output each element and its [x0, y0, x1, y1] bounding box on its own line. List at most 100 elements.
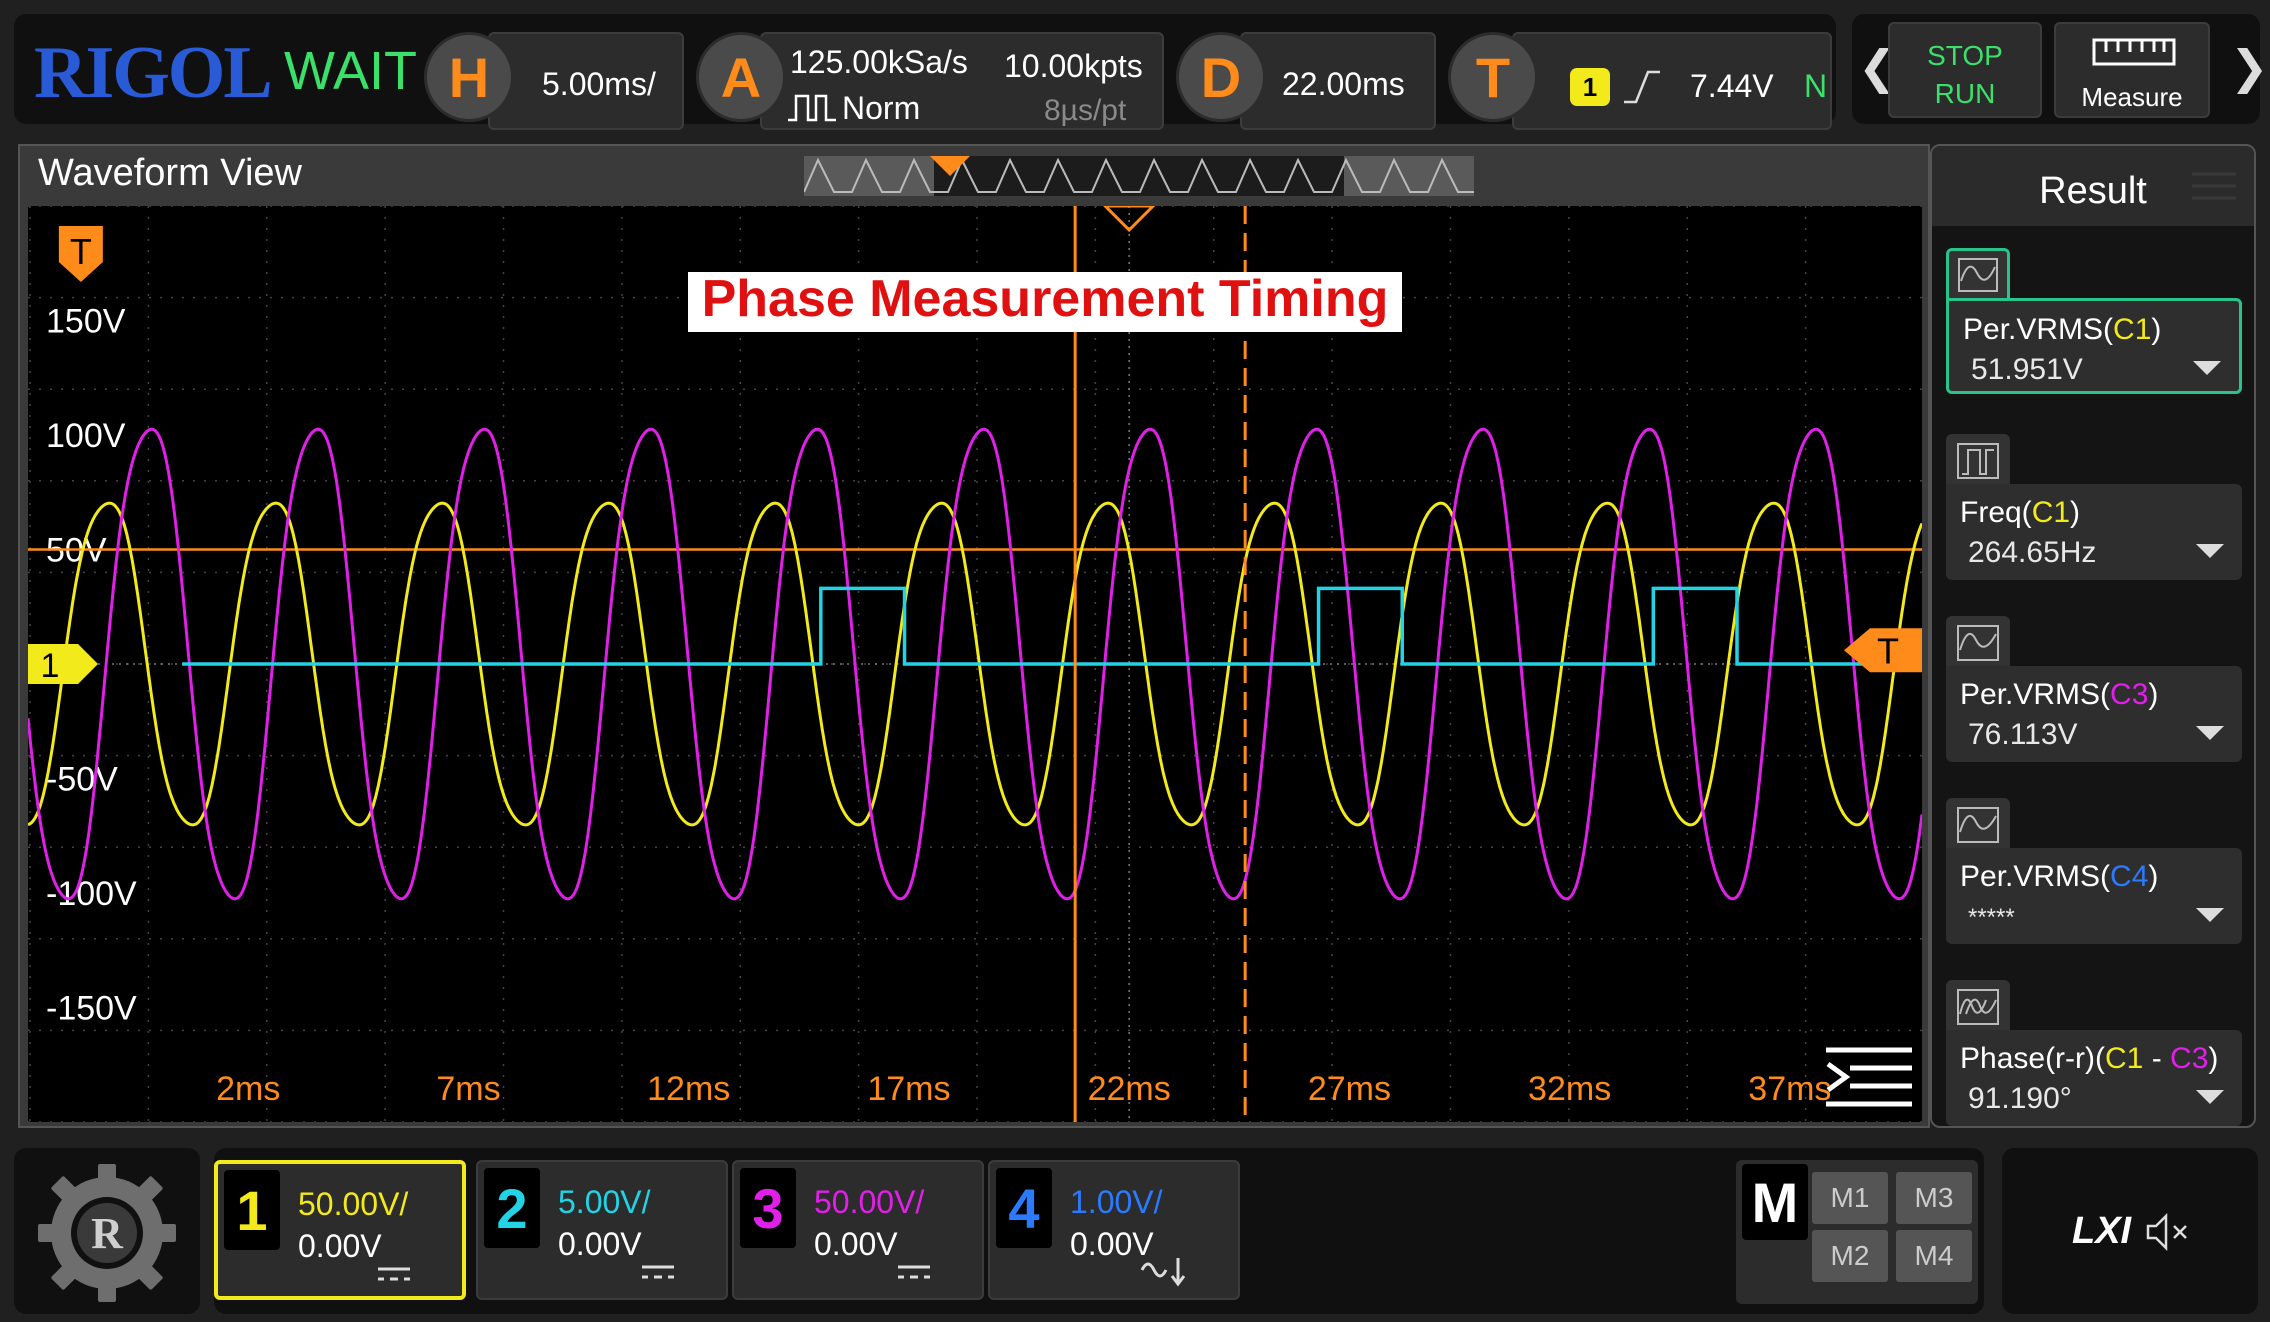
overlay-title-background [688, 272, 1402, 332]
delay-marker-icon [1103, 206, 1156, 233]
chevron-right-icon[interactable]: ❯ [2230, 41, 2269, 93]
acquisition-status: WAIT [284, 41, 417, 101]
speaker-muted-icon[interactable] [2144, 1212, 2194, 1252]
memory-depth: 10.00kpts [1004, 48, 1143, 84]
lxi-logo: LXI [2072, 1210, 2132, 1252]
result-item-vrms-c3[interactable]: Per.VRMS(C3) 76.113V [1946, 666, 2242, 762]
navigator-trigger-marker [930, 156, 970, 176]
result-2-label: Freq(C1) [1960, 496, 2081, 529]
acquire-menu-icon[interactable]: A [696, 32, 786, 122]
trace-c3 [28, 427, 1922, 901]
rising-edge-icon [1624, 70, 1660, 104]
delay-menu-icon[interactable]: D [1176, 32, 1266, 122]
run-label: RUN [1934, 78, 1996, 109]
overlay-title: Phase Measurement Timing [702, 270, 1389, 328]
home-button[interactable]: R [14, 1148, 200, 1314]
menu-lines-icon[interactable] [2190, 168, 2238, 204]
result-item-freq-c1[interactable]: Freq(C1) 264.65Hz [1946, 484, 2242, 580]
y-tick-label: -50V [46, 761, 118, 799]
channel-1-scale: 50.00V/ [298, 1186, 409, 1222]
time-per-point: 8µs/pt [1044, 94, 1127, 127]
channel-2-button[interactable]: 2 5.00V/ 0.00V [476, 1160, 728, 1300]
horizontal-scale-button[interactable]: 5.00ms/ [488, 32, 684, 130]
dropdown-arrow-icon[interactable] [2193, 361, 2221, 375]
x-tick-label: 7ms [436, 1070, 500, 1108]
result-3-value: 76.113V [1968, 718, 2078, 751]
result-2-tab[interactable] [1946, 434, 2010, 486]
dc-coupling-icon [642, 1265, 674, 1279]
channel-1-number: 1 [224, 1170, 280, 1250]
horizontal-scale-value: 5.00ms/ [542, 66, 656, 102]
channel-2-offset: 0.00V [558, 1226, 642, 1262]
channel-4-button[interactable]: 4 1.00V/ 0.00V [988, 1160, 1240, 1300]
channel-3-number: 3 [740, 1168, 796, 1248]
status-area: LXI [2002, 1148, 2258, 1314]
math-panel[interactable]: M M1 M3 M2 M4 [1736, 1160, 1978, 1304]
channel-3-button[interactable]: 3 50.00V/ 0.00V [732, 1160, 984, 1300]
result-4-tab[interactable] [1946, 798, 2010, 850]
result-5-label: Phase(r-r)(C1 - C3) [1960, 1042, 2219, 1075]
waveform-view-panel: Waveform View 150V 100V 50V -50V -100V -150V 2… [18, 144, 1930, 1128]
y-tick-label: 100V [46, 417, 126, 455]
dropdown-arrow-icon[interactable] [2196, 1090, 2224, 1104]
trigger-level-label: T [1877, 630, 1899, 671]
channel-4-number: 4 [996, 1168, 1052, 1248]
trigger-button[interactable]: 7.44V N [1512, 32, 1832, 130]
dropdown-arrow-icon[interactable] [2196, 726, 2224, 740]
channel-2-number: 2 [484, 1168, 540, 1248]
menu-collapse-icon[interactable] [1826, 1047, 1912, 1107]
horizontal-menu-icon[interactable]: H [424, 32, 514, 122]
trigger-menu-icon[interactable]: T [1448, 32, 1538, 122]
result-item-vrms-c4[interactable]: Per.VRMS(C4) ***** [1946, 848, 2242, 944]
phase-icon [1957, 989, 1999, 1025]
result-header: Result [1932, 146, 2254, 226]
x-tick-label: 27ms [1308, 1070, 1391, 1108]
waveform-view-title: Waveform View [38, 152, 302, 194]
y-tick-label: 150V [46, 303, 126, 341]
result-item-phase-c1-c3[interactable]: Phase(r-r)(C1 - C3) 91.190° [1946, 1030, 2242, 1126]
measure-label: Measure [2081, 82, 2183, 112]
dropdown-arrow-icon[interactable] [2196, 908, 2224, 922]
math-m1[interactable]: M1 [1812, 1172, 1888, 1224]
y-tick-label: -150V [46, 990, 137, 1028]
result-3-tab[interactable] [1946, 616, 2010, 668]
svg-text:R: R [91, 1209, 124, 1258]
x-tick-label: 2ms [216, 1070, 280, 1108]
result-1-value: 51.951V [1971, 353, 2083, 386]
result-title: Result [2039, 170, 2147, 212]
stop-label: STOP [1927, 40, 2003, 71]
math-m4[interactable]: M4 [1896, 1230, 1972, 1282]
channel-1-ground-label: 1 [41, 647, 60, 685]
navigator-wave [804, 157, 1474, 193]
delay-value: 22.00ms [1282, 66, 1405, 102]
x-tick-label: 22ms [1088, 1070, 1171, 1108]
channel-1-offset: 0.00V [298, 1228, 382, 1264]
trigger-level: 7.44V [1690, 68, 1774, 104]
result-item-vrms-c1[interactable]: Per.VRMS(C1) 51.951V [1946, 298, 2242, 394]
channel-1-button[interactable]: 1 50.00V/ 0.00V [214, 1160, 466, 1300]
channel-3-offset: 0.00V [814, 1226, 898, 1262]
math-m2[interactable]: M2 [1812, 1230, 1888, 1282]
acquire-button[interactable]: 125.00kSa/s 10.00kpts Norm 8µs/pt [760, 32, 1164, 130]
channel-bar: 1 50.00V/ 0.00V 2 5.00V/ 0.00V 3 50.00V/… [214, 1148, 1984, 1314]
math-m3[interactable]: M3 [1896, 1172, 1972, 1224]
result-5-value: 91.190° [1968, 1082, 2072, 1115]
result-1-tab[interactable] [1946, 248, 2010, 300]
channel-1-ground-marker [28, 644, 98, 684]
result-4-value: ***** [1968, 904, 2015, 931]
pulse-acquire-icon [788, 94, 836, 122]
result-1-label: Per.VRMS(C1) [1963, 313, 2162, 346]
stop-run-button[interactable]: STOP RUN [1888, 22, 2042, 118]
result-5-tab[interactable] [1946, 980, 2010, 1032]
trigger-position-marker [58, 226, 103, 282]
measure-button[interactable]: Measure [2054, 22, 2210, 118]
result-4-label: Per.VRMS(C4) [1960, 860, 2159, 893]
sine-wave-icon [1957, 807, 1999, 843]
delay-button[interactable]: 22.00ms [1240, 32, 1436, 130]
math-button[interactable]: M [1742, 1164, 1808, 1240]
waveform-navigator[interactable] [804, 156, 1474, 196]
dropdown-arrow-icon[interactable] [2196, 544, 2224, 558]
trigger-source-badge: 1 [1570, 68, 1610, 106]
